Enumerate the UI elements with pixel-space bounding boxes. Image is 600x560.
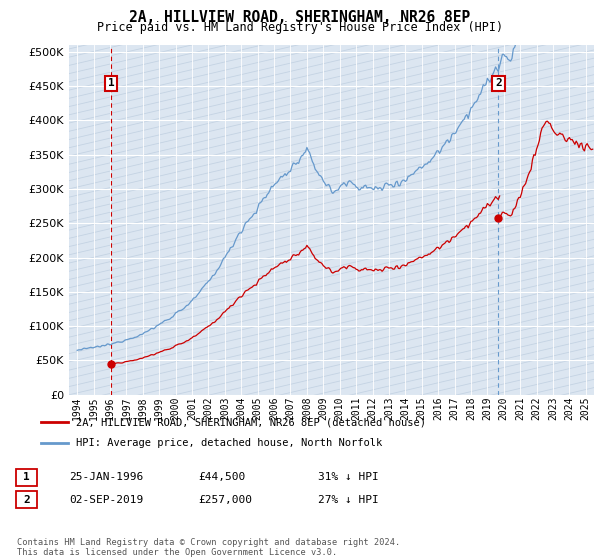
Text: 1: 1 [23,472,30,482]
Text: 2: 2 [23,494,30,505]
Text: £257,000: £257,000 [198,494,252,505]
Text: 02-SEP-2019: 02-SEP-2019 [69,494,143,505]
Text: Contains HM Land Registry data © Crown copyright and database right 2024.
This d: Contains HM Land Registry data © Crown c… [17,538,400,557]
Text: 31% ↓ HPI: 31% ↓ HPI [318,472,379,482]
Text: £44,500: £44,500 [198,472,245,482]
Text: 25-JAN-1996: 25-JAN-1996 [69,472,143,482]
Text: 2: 2 [495,78,502,88]
Text: Price paid vs. HM Land Registry's House Price Index (HPI): Price paid vs. HM Land Registry's House … [97,21,503,34]
Text: 27% ↓ HPI: 27% ↓ HPI [318,494,379,505]
Text: HPI: Average price, detached house, North Norfolk: HPI: Average price, detached house, Nort… [76,438,382,448]
Text: 2A, HILLVIEW ROAD, SHERINGHAM, NR26 8EP: 2A, HILLVIEW ROAD, SHERINGHAM, NR26 8EP [130,10,470,25]
Text: 2A, HILLVIEW ROAD, SHERINGHAM, NR26 8EP (detached house): 2A, HILLVIEW ROAD, SHERINGHAM, NR26 8EP … [76,417,426,427]
Text: 1: 1 [108,78,115,88]
